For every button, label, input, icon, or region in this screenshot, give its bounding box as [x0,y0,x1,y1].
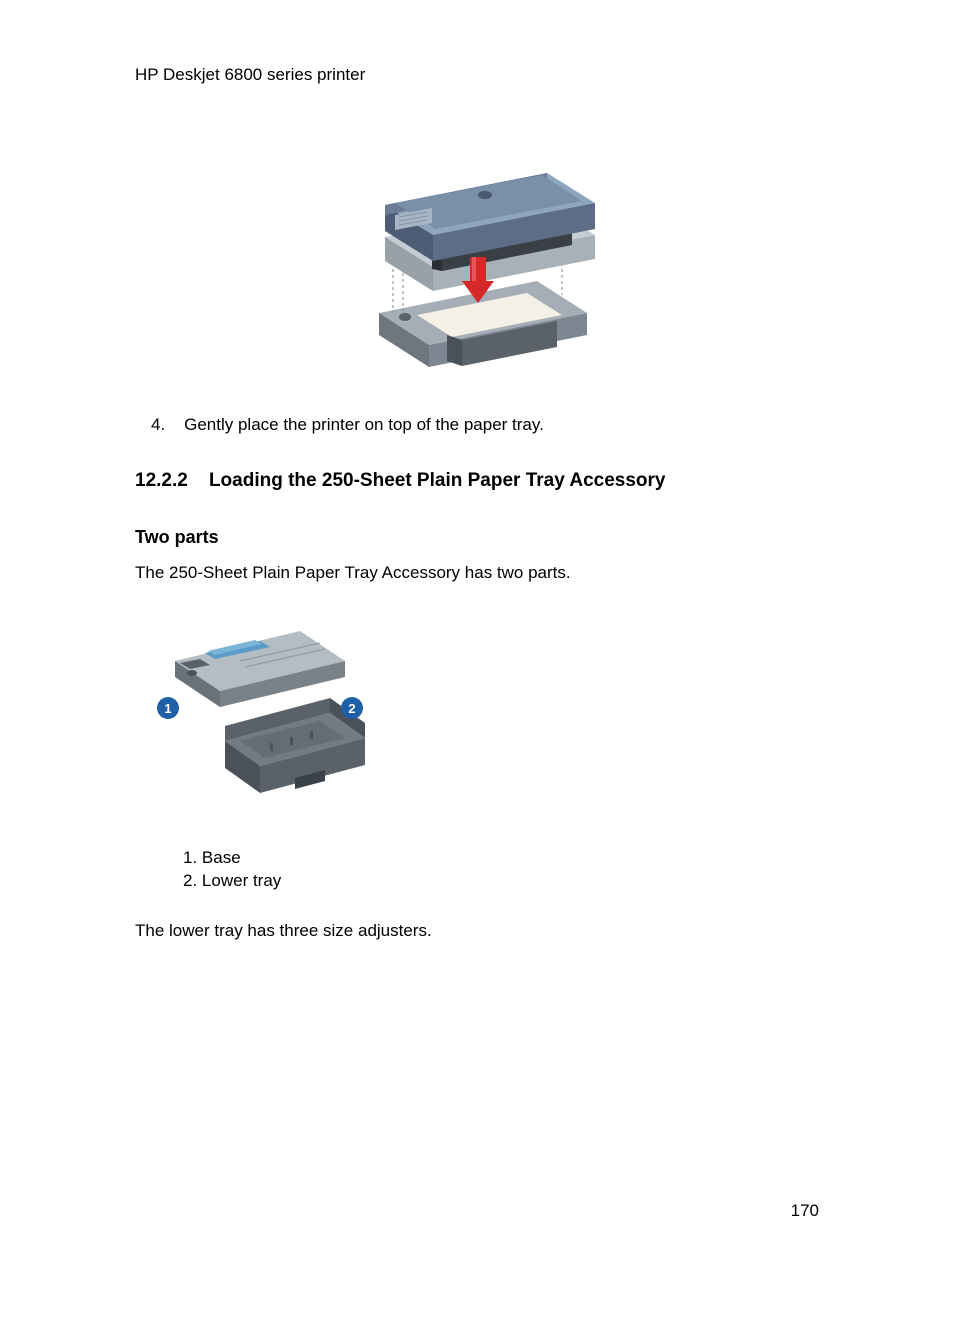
part-number: 2. [183,871,197,890]
step-4: 4. Gently place the printer on top of th… [135,415,819,435]
tray-parts-illustration: 1 2 [150,613,370,813]
page-header: HP Deskjet 6800 series printer [135,65,819,85]
section-number: 12.2.2 [135,470,188,491]
step-number: 4. [151,415,165,434]
parts-list: 1. Base 2. Lower tray [135,848,819,891]
badge-2-label: 2 [348,701,355,716]
part-label: Lower tray [202,871,281,890]
printer-illustration [347,165,607,375]
part-number: 1. [183,848,197,867]
subsection-heading: Two parts [135,527,819,548]
part-item-1: 1. Base [183,848,819,868]
closing-paragraph: The lower tray has three size adjusters. [135,921,819,941]
part-item-2: 2. Lower tray [183,871,819,891]
section-title: Loading the 250-Sheet Plain Paper Tray A… [209,470,666,491]
part-label: Base [202,848,241,867]
figure-printer-on-tray [135,165,819,380]
step-text: Gently place the printer on top of the p… [184,415,544,434]
page-number: 170 [791,1201,819,1221]
section-heading: 12.2.2 Loading the 250-Sheet Plain Paper… [135,470,819,492]
intro-paragraph: The 250-Sheet Plain Paper Tray Accessory… [135,563,819,583]
badge-1-label: 1 [164,701,171,716]
figure-two-parts: 1 2 [150,613,819,818]
